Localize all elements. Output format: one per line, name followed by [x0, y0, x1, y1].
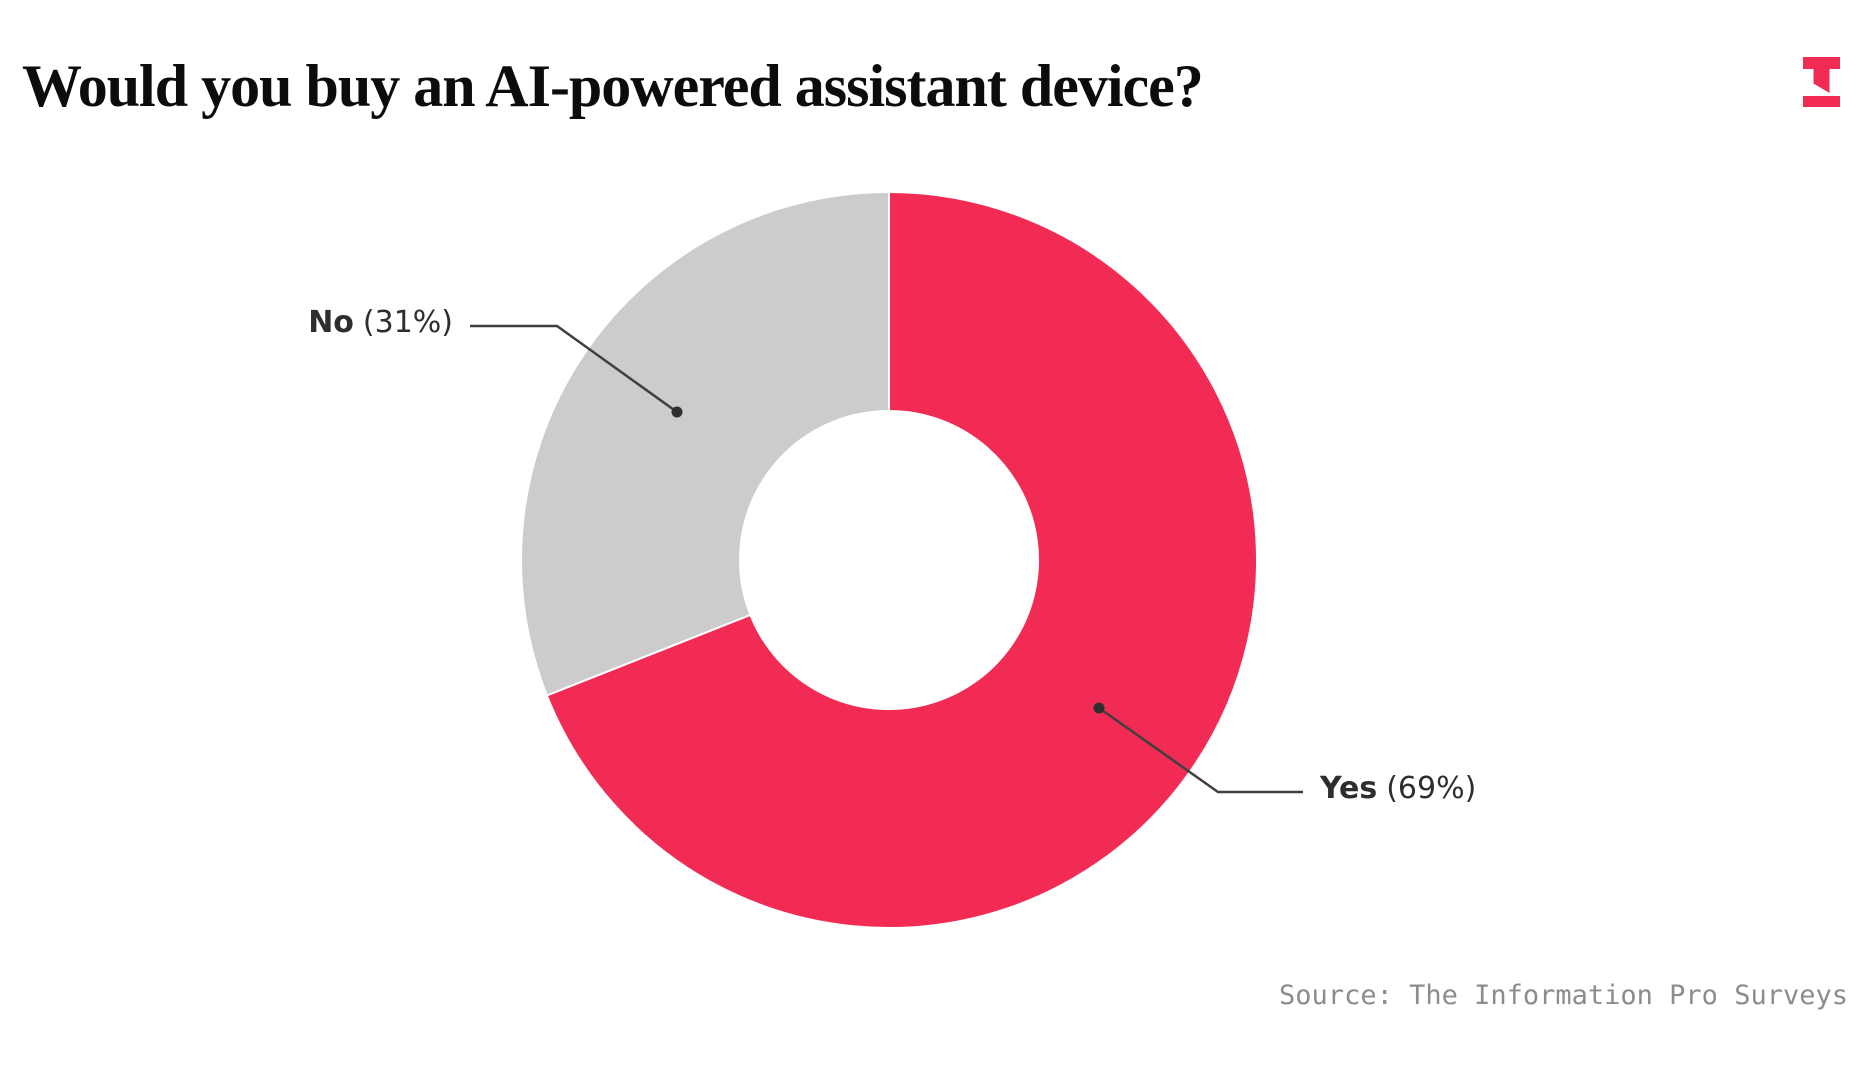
slice-label-no: No (31%) — [308, 306, 453, 339]
donut-segments — [520, 190, 1258, 929]
slice-label-no-name: No — [308, 305, 354, 340]
logo-bottom-bar — [1803, 96, 1840, 107]
slice-label-no-pct: (31%) — [362, 305, 453, 340]
leader-dot-yes — [1093, 702, 1105, 714]
slice-label-yes-name: Yes — [1320, 771, 1378, 806]
page-title: Would you buy an AI-powered assistant de… — [22, 53, 1204, 119]
slice-label-yes-pct: (69%) — [1386, 771, 1477, 806]
leader-dots — [671, 406, 1105, 714]
slice-label-yes: Yes (69%) — [1320, 772, 1476, 805]
leader-dot-no — [671, 406, 683, 418]
donut-segment-no — [520, 190, 890, 697]
source-attribution: Source: The Information Pro Surveys — [1279, 980, 1848, 1011]
the-information-logo-icon — [1803, 57, 1840, 107]
leader-line-no — [470, 324, 678, 414]
donut-segment-yes — [545, 190, 1258, 929]
leader-line-yes — [1098, 706, 1303, 794]
logo-top-bar — [1803, 57, 1840, 69]
leader-lines — [470, 324, 1303, 794]
logo-stem — [1813, 69, 1830, 93]
